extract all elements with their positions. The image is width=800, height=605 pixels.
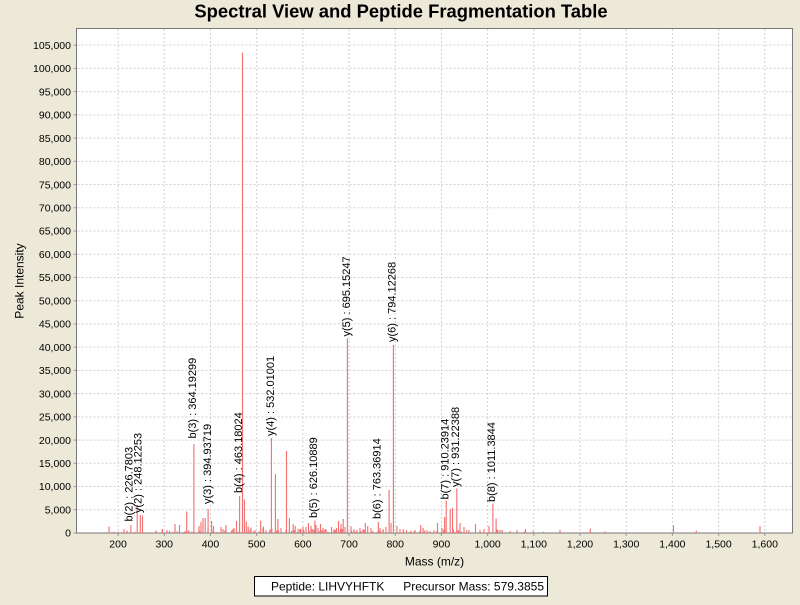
svg-text:b(6) : 763.36914: b(6) : 763.36914 bbox=[371, 438, 383, 519]
svg-text:55,000: 55,000 bbox=[39, 272, 71, 284]
svg-text:90,000: 90,000 bbox=[39, 110, 71, 122]
svg-text:105,000: 105,000 bbox=[33, 40, 71, 52]
svg-text:b(2) : 226.7803: b(2) : 226.7803 bbox=[123, 447, 135, 522]
svg-text:700: 700 bbox=[340, 539, 358, 551]
svg-text:45,000: 45,000 bbox=[39, 319, 71, 331]
svg-text:b(4) : 463.18024: b(4) : 463.18024 bbox=[233, 412, 245, 493]
svg-text:900: 900 bbox=[433, 539, 451, 551]
svg-text:70,000: 70,000 bbox=[39, 202, 71, 214]
svg-text:1,200: 1,200 bbox=[567, 539, 593, 551]
svg-text:95,000: 95,000 bbox=[39, 86, 71, 98]
svg-text:25,000: 25,000 bbox=[39, 412, 71, 424]
svg-text:400: 400 bbox=[202, 539, 220, 551]
svg-text:20,000: 20,000 bbox=[39, 435, 71, 447]
svg-text:300: 300 bbox=[156, 539, 174, 551]
svg-text:15,000: 15,000 bbox=[39, 458, 71, 470]
svg-text:0: 0 bbox=[65, 528, 71, 540]
svg-text:Peak Intensity: Peak Intensity bbox=[13, 243, 27, 318]
svg-text:200: 200 bbox=[109, 539, 127, 551]
svg-text:500: 500 bbox=[248, 539, 266, 551]
svg-text:Mass (m/z): Mass (m/z) bbox=[405, 555, 464, 569]
svg-text:b(3) : 364.19299: b(3) : 364.19299 bbox=[187, 358, 199, 439]
svg-text:y(7) : 931.22388: y(7) : 931.22388 bbox=[450, 407, 462, 487]
svg-text:75,000: 75,000 bbox=[39, 179, 71, 191]
svg-text:600: 600 bbox=[294, 539, 312, 551]
svg-text:b(8) : 1011.3844: b(8) : 1011.3844 bbox=[486, 422, 498, 502]
svg-text:65,000: 65,000 bbox=[39, 226, 71, 238]
svg-text:10,000: 10,000 bbox=[39, 481, 71, 493]
svg-text:b(5) : 626.10889: b(5) : 626.10889 bbox=[308, 437, 320, 518]
svg-text:y(6) : 794.12268: y(6) : 794.12268 bbox=[387, 262, 399, 342]
svg-text:1,300: 1,300 bbox=[613, 539, 639, 551]
svg-text:30,000: 30,000 bbox=[39, 388, 71, 400]
svg-text:Spectral View and Peptide Frag: Spectral View and Peptide Fragmentation … bbox=[194, 1, 607, 22]
svg-text:1,500: 1,500 bbox=[705, 539, 731, 551]
svg-text:35,000: 35,000 bbox=[39, 365, 71, 377]
svg-text:5,000: 5,000 bbox=[45, 504, 71, 516]
svg-text:b(7) : 910.23914: b(7) : 910.23914 bbox=[439, 419, 451, 500]
svg-text:60,000: 60,000 bbox=[39, 249, 71, 261]
svg-text:1,000: 1,000 bbox=[474, 539, 500, 551]
svg-text:40,000: 40,000 bbox=[39, 342, 71, 354]
svg-text:y(5) : 695.15247: y(5) : 695.15247 bbox=[341, 256, 353, 336]
svg-text:y(4) : 532.01001: y(4) : 532.01001 bbox=[265, 356, 277, 436]
svg-text:1,400: 1,400 bbox=[659, 539, 685, 551]
svg-text:Precursor Mass: 579.3855: Precursor Mass: 579.3855 bbox=[403, 580, 544, 594]
svg-text:Peptide: LIHVYHFTK: Peptide: LIHVYHFTK bbox=[271, 580, 384, 594]
svg-text:80,000: 80,000 bbox=[39, 156, 71, 168]
svg-text:1,100: 1,100 bbox=[521, 539, 547, 551]
svg-text:800: 800 bbox=[386, 539, 404, 551]
svg-text:y(3) : 394.93719: y(3) : 394.93719 bbox=[202, 424, 214, 504]
svg-text:y(2) : 248.12253: y(2) : 248.12253 bbox=[133, 433, 145, 513]
svg-text:50,000: 50,000 bbox=[39, 295, 71, 307]
svg-text:1,600: 1,600 bbox=[752, 539, 778, 551]
svg-text:100,000: 100,000 bbox=[33, 63, 71, 75]
svg-text:85,000: 85,000 bbox=[39, 133, 71, 145]
